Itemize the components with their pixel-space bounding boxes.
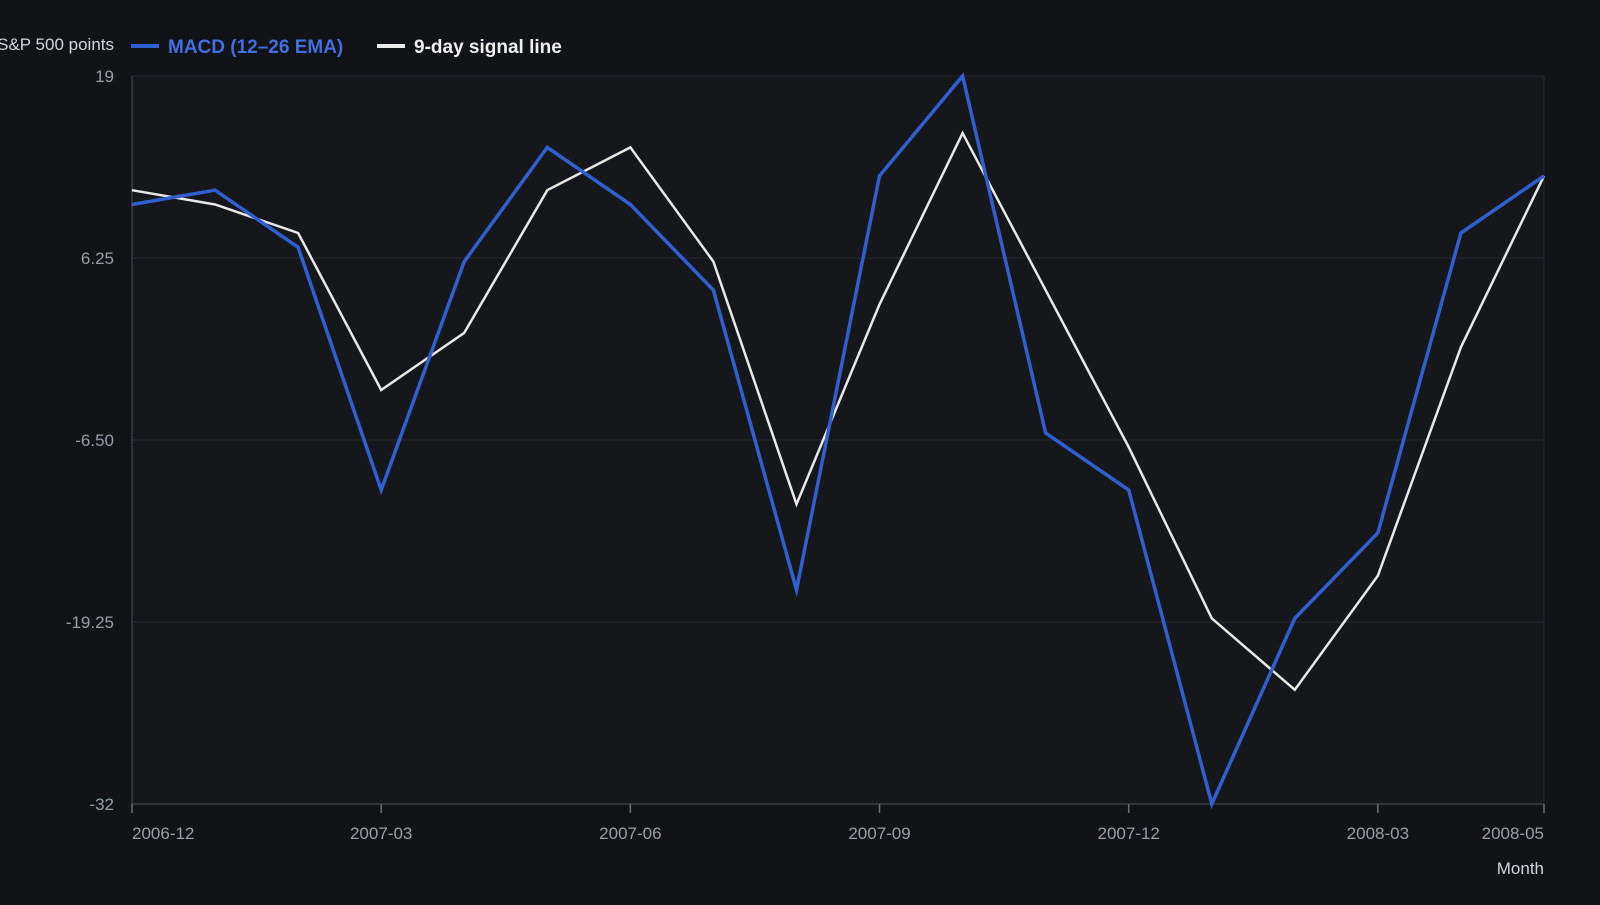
legend-label-signal: 9-day signal line	[414, 37, 562, 58]
tick-labels: 19 6.25 -6.50 -19.25 -32 2006-12 2007-03 2007-0…	[66, 67, 1544, 843]
x-tick-label: 2007-03	[350, 824, 412, 843]
x-tick-label: 2008-03	[1347, 824, 1409, 843]
y-axis-title: S&P 500 points	[0, 35, 114, 54]
x-tick-label: 2008-05	[1482, 824, 1544, 843]
legend: MACD (12–26 EMA) 9-day signal line	[131, 37, 562, 58]
x-tick-label: 2007-09	[848, 824, 910, 843]
x-tick-label: 2006-12	[132, 824, 194, 843]
x-tick-label: 2007-06	[599, 824, 661, 843]
x-axis-title: Month	[1497, 859, 1544, 878]
legend-label-macd: MACD (12–26 EMA)	[168, 37, 343, 58]
y-tick-label: -32	[89, 795, 114, 814]
signal-series-line	[131, 130, 1546, 692]
series-lines	[131, 72, 1546, 810]
y-tick-label: 19	[95, 67, 114, 86]
axes	[131, 76, 1545, 813]
y-tick-label: 6.25	[81, 249, 114, 268]
x-tick-label: 2007-12	[1098, 824, 1160, 843]
macd-series-line	[131, 72, 1545, 810]
y-tick-label: -6.50	[75, 431, 114, 450]
y-tick-label: -19.25	[66, 613, 114, 632]
